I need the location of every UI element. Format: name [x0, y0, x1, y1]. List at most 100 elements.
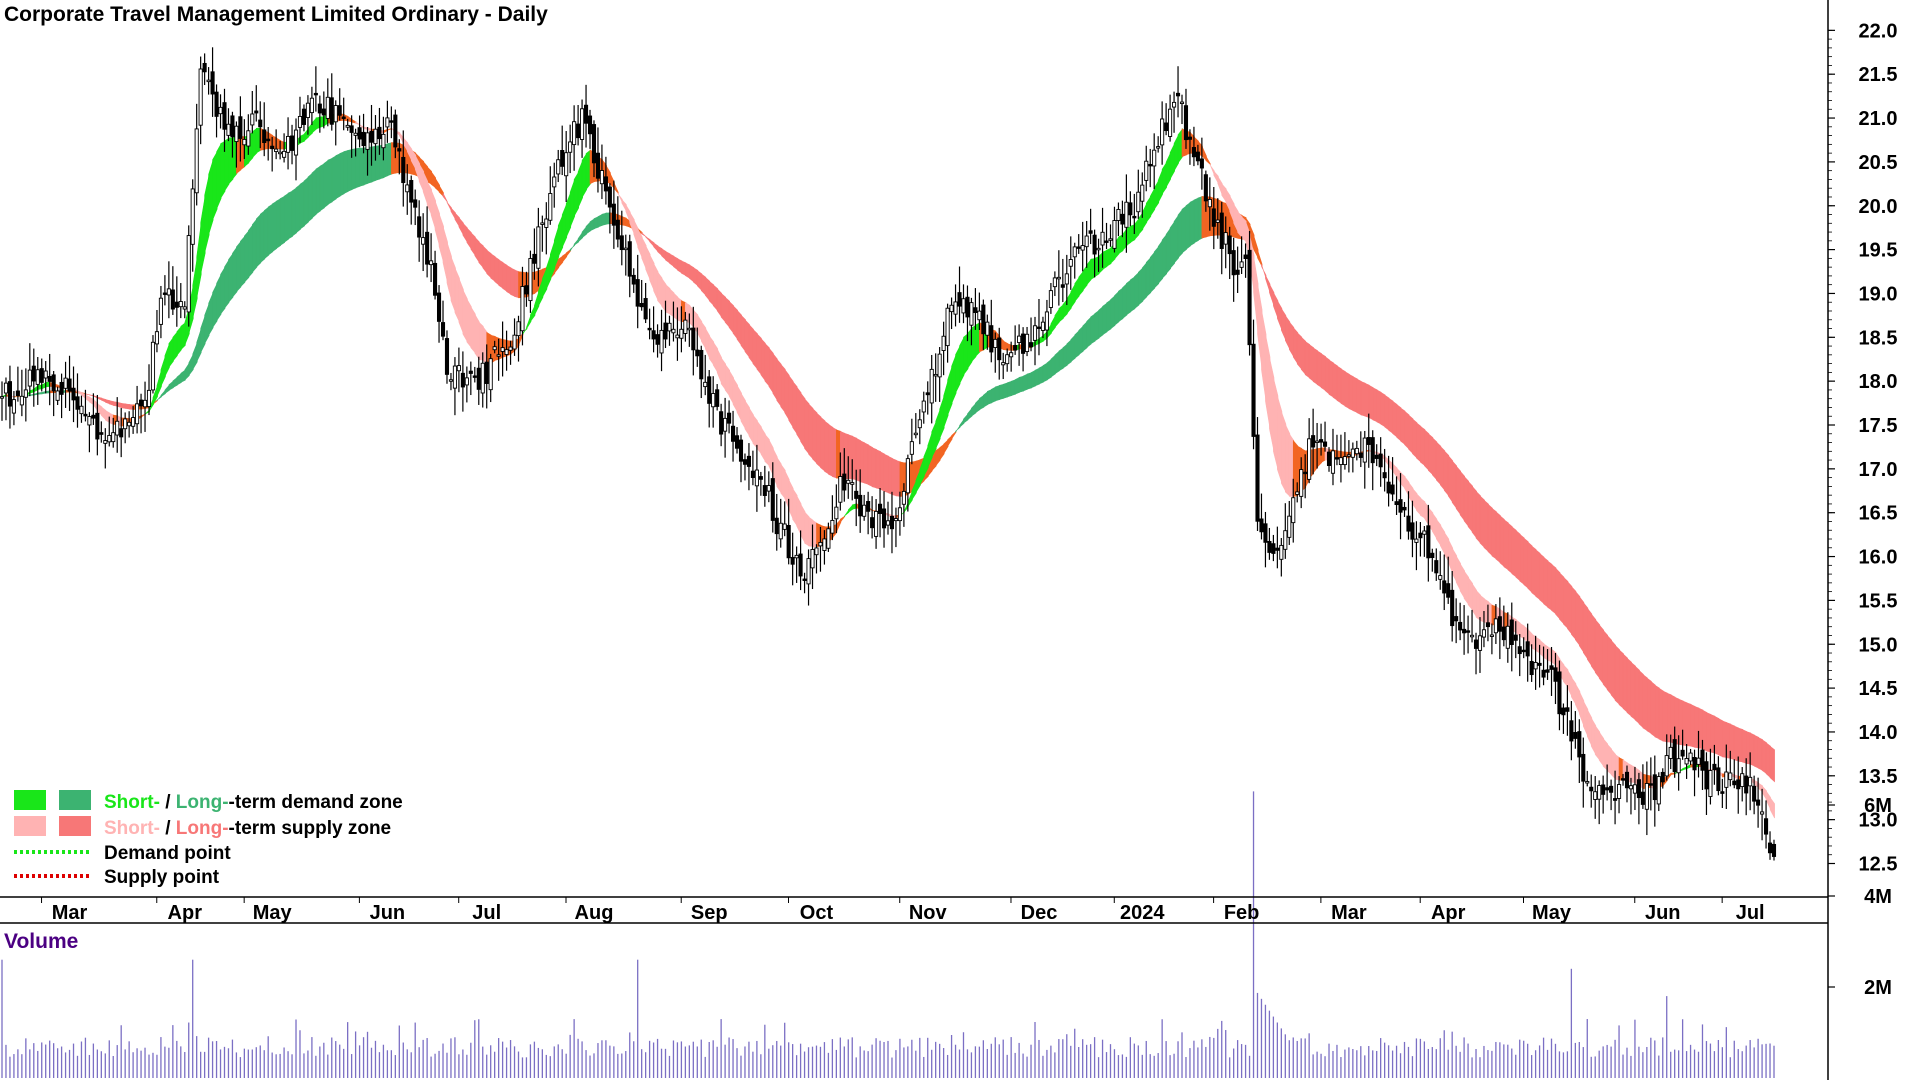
candle-body — [1708, 770, 1713, 797]
long-term-zone-segment — [812, 407, 818, 465]
long-term-zone-segment — [478, 241, 484, 269]
candle-body — [1319, 439, 1324, 443]
candle-body — [1565, 707, 1570, 712]
long-term-zone-segment — [1340, 368, 1346, 407]
long-term-zone-segment — [498, 259, 504, 290]
candle-body — [1382, 472, 1387, 479]
candle-body — [981, 304, 986, 335]
long-term-zone-segment — [283, 192, 289, 244]
candle-body — [1307, 438, 1312, 480]
date-tick-label: Jun — [370, 902, 406, 924]
candle-body — [909, 441, 914, 455]
candle-body — [1704, 761, 1709, 790]
candle-body — [639, 302, 644, 308]
long-term-zone-segment — [1602, 629, 1609, 691]
short-term-zone-segment — [450, 256, 456, 313]
short-term-zone-segment — [1567, 668, 1573, 697]
date-tick-label: Feb — [1224, 902, 1260, 924]
short-term-zone-segment — [724, 363, 730, 397]
long-term-zone-segment — [275, 198, 282, 250]
short-term-zone-segment — [1221, 183, 1227, 204]
candle-body — [647, 327, 652, 331]
candle-body — [929, 368, 934, 404]
long-term-zone-segment — [1169, 220, 1175, 270]
short-term-zone-segment — [923, 445, 929, 477]
candle-body — [619, 235, 624, 251]
candle-body — [409, 180, 414, 203]
candle-body — [723, 417, 728, 432]
candle-body — [730, 425, 736, 442]
long-term-zone-segment — [1579, 595, 1585, 654]
short-term-zone-segment — [208, 159, 214, 235]
candle-body — [802, 578, 807, 581]
candle-body — [425, 231, 430, 265]
price-tick-label: 13.0 — [1859, 810, 1898, 832]
candle-body — [1100, 231, 1105, 246]
candle-body — [95, 412, 100, 440]
candle-body — [1267, 541, 1272, 553]
candle-body — [103, 440, 108, 444]
candle-body — [993, 338, 998, 348]
candle-body — [1732, 780, 1737, 786]
candle-body — [142, 399, 148, 408]
long-term-zone-segment — [1519, 533, 1525, 586]
candle-body — [357, 127, 362, 140]
short-term-zone-segment — [1074, 276, 1080, 303]
long-term-zone-segment — [1499, 514, 1505, 568]
candle-body — [1021, 333, 1026, 354]
short-term-zone-segment — [1598, 731, 1605, 768]
candle-body — [1736, 779, 1741, 790]
short-term-zone-segment — [1066, 290, 1072, 315]
long-term-zone-segment — [1281, 307, 1287, 341]
candle-body — [1585, 781, 1590, 784]
candle-body — [1644, 783, 1649, 810]
candle-body — [1764, 818, 1769, 835]
long-term-zone-segment — [1563, 576, 1569, 630]
candle-body — [866, 501, 871, 512]
long-term-zone-segment — [724, 296, 730, 329]
long-term-zone-segment — [1288, 321, 1295, 359]
candle-body — [881, 508, 887, 529]
long-term-zone-segment — [271, 200, 278, 253]
chart-title: Corporate Travel Management Limited Ordi… — [4, 3, 548, 26]
candle-body — [1108, 238, 1113, 241]
long-term-zone-segment — [1622, 653, 1628, 714]
candle-body — [158, 297, 163, 325]
candle-body — [1322, 441, 1328, 447]
candle-body — [544, 218, 549, 228]
candle-body — [456, 365, 461, 372]
candle-body — [1597, 785, 1602, 800]
short-term-zone-segment — [1420, 497, 1426, 519]
candle-body — [1219, 212, 1224, 249]
long-term-zone-segment — [1400, 407, 1406, 446]
candle-body — [1481, 629, 1487, 638]
candle-body — [985, 321, 990, 336]
candle-body — [818, 541, 823, 547]
candle-body — [1525, 641, 1530, 657]
candle-body — [1569, 720, 1574, 742]
candle-body — [969, 302, 974, 326]
short-term-zone-segment — [840, 515, 846, 524]
candle-body — [548, 193, 553, 221]
long-term-zone-segment — [641, 231, 647, 238]
short-term-zone-segment — [434, 200, 440, 247]
short-term-zone-segment — [776, 456, 782, 494]
long-term-zone-segment — [816, 412, 822, 469]
long-term-zone-segment — [1761, 739, 1767, 775]
candle-body — [1251, 343, 1256, 437]
long-term-zone-segment — [696, 269, 703, 292]
candle-body — [1450, 589, 1455, 627]
long-term-zone-segment — [1424, 429, 1430, 472]
candle-body — [989, 325, 994, 353]
long-term-zone-segment — [1630, 661, 1636, 721]
candle-body — [512, 334, 517, 350]
date-tick-label: Sep — [691, 902, 728, 924]
candle-body — [1489, 634, 1494, 637]
candle-body — [210, 71, 215, 95]
candle-body — [1191, 147, 1196, 158]
short-term-zone-segment — [955, 345, 961, 394]
long-term-zone-segment — [1102, 302, 1108, 336]
long-term-zone-segment — [1610, 639, 1616, 702]
candle-body — [1271, 543, 1276, 554]
candle-body — [270, 145, 275, 150]
